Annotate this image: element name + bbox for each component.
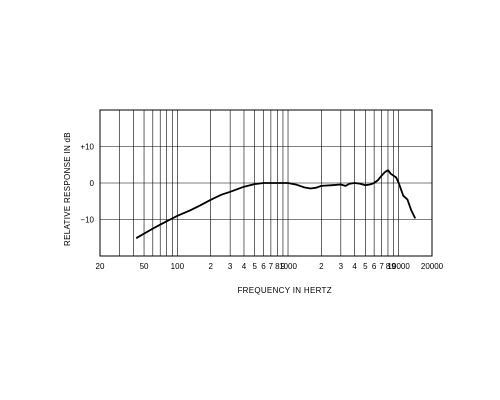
y-tick-labels: +10 0 −10	[80, 143, 94, 225]
x-tick-label: 50	[140, 262, 149, 271]
x-tick-label: 6	[372, 262, 377, 271]
y-tick-label: −10	[80, 216, 94, 225]
x-tick-label: 9	[281, 262, 286, 271]
response-curve	[135, 169, 416, 239]
x-tick-label: 20	[96, 262, 105, 271]
y-axis-title: RELATIVE RESPONSE IN dB	[63, 132, 72, 246]
x-tick-label: 8	[386, 262, 391, 271]
x-tick-label: 10000	[388, 262, 411, 271]
x-tick-label: 100	[171, 262, 185, 271]
x-tick-label: 5	[252, 262, 257, 271]
x-tick-label: 5	[363, 262, 368, 271]
x-tick-label: 6	[261, 262, 266, 271]
x-tick-label: 8	[275, 262, 280, 271]
x-tick-label: 2	[319, 262, 324, 271]
y-tick-label: 0	[90, 179, 95, 188]
x-tick-label: 7	[379, 262, 384, 271]
plot-frame	[99, 109, 433, 257]
series-layer	[135, 169, 416, 239]
x-tick-label: 1000	[279, 262, 297, 271]
x-tick-label: 9	[391, 262, 396, 271]
x-tick-label: 2	[208, 262, 213, 271]
y-tick-label: +10	[80, 143, 94, 152]
x-tick-label: 4	[242, 262, 247, 271]
x-tick-label: 3	[339, 262, 344, 271]
x-axis-title: FREQUENCY IN HERTZ	[237, 286, 331, 295]
x-tick-label: 4	[352, 262, 357, 271]
x-tick-label: 3	[228, 262, 233, 271]
x-tick-label: 7	[269, 262, 274, 271]
x-tick-label: 20000	[421, 262, 444, 271]
